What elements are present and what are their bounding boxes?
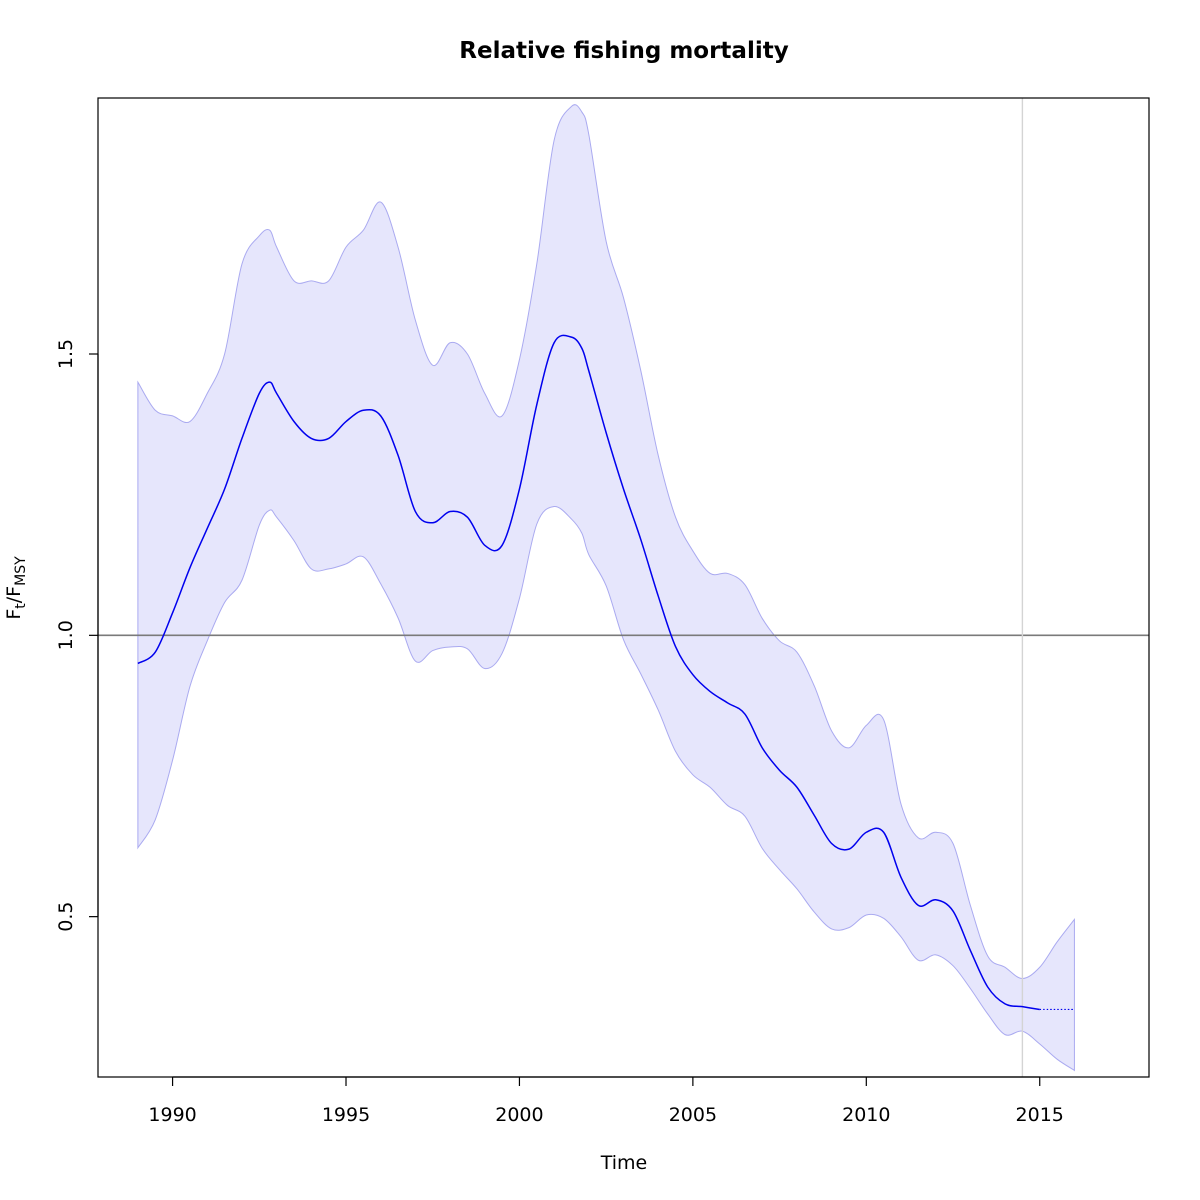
confidence-band xyxy=(137,104,1075,1072)
y-tick-label: 1.5 xyxy=(55,339,77,369)
y-axis-label-sub-msy: MSY xyxy=(13,556,29,586)
estimate-line xyxy=(137,334,1040,1011)
y-axis-label: Ft/FMSY xyxy=(3,556,29,620)
plot-area xyxy=(98,98,1149,1077)
x-tick-label: 1995 xyxy=(322,1104,370,1126)
y-axis-label-main: F xyxy=(3,609,25,620)
chart-title: Relative fishing mortality xyxy=(459,38,788,64)
y-axis: 0.5 1.0 1.5 xyxy=(55,339,99,932)
x-axis: 1990 1995 2000 2005 2010 2015 xyxy=(148,1076,1064,1126)
x-tick-label: 2005 xyxy=(669,1104,717,1126)
x-tick-label: 2015 xyxy=(1016,1104,1064,1126)
y-axis-label-sub-t: t xyxy=(13,603,29,609)
y-tick-label: 1.0 xyxy=(55,620,77,650)
x-axis-label: Time xyxy=(600,1152,648,1174)
y-axis-label-separator: /F xyxy=(3,586,25,603)
x-tick-label: 2000 xyxy=(495,1104,543,1126)
x-tick-label: 2010 xyxy=(842,1104,890,1126)
y-tick-label: 0.5 xyxy=(55,902,77,932)
x-tick-label: 1990 xyxy=(148,1104,196,1126)
